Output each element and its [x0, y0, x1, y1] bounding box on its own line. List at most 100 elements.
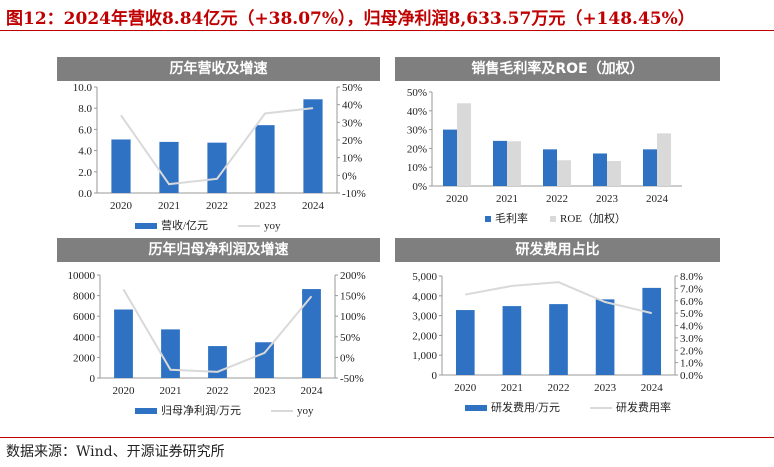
bar-归母净利润/万元-2020 — [114, 309, 133, 378]
legend-label: ROE（加权） — [560, 212, 626, 225]
legend-swatch — [135, 223, 157, 229]
x-tick-label: 2020 — [113, 385, 136, 397]
right-tick-label: 1.0% — [680, 358, 703, 370]
left-tick-label: 8.0 — [78, 103, 92, 115]
bar-ROE（加权）-2021 — [507, 141, 521, 186]
left-tick-label: 2,000 — [412, 330, 437, 342]
bar-营收/亿元-2021 — [159, 141, 179, 193]
right-tick-label: 0% — [342, 170, 357, 182]
legend-label: 归母净利润/万元 — [161, 403, 241, 417]
footer-divider — [0, 437, 774, 438]
bar-ROE（加权）-2022 — [557, 160, 571, 186]
bar-营收/亿元-2023 — [255, 125, 275, 193]
x-tick-label: 2021 — [158, 200, 180, 212]
right-tick-label: 2.0% — [680, 345, 703, 357]
x-tick-label: 2021 — [501, 382, 523, 394]
right-tick-label: 7.0% — [680, 283, 703, 295]
x-tick-label: 2024 — [641, 382, 664, 394]
bar-营收/亿元-2024 — [303, 99, 323, 193]
left-tick-label: 0 — [432, 370, 438, 382]
x-tick-label: 2022 — [206, 200, 228, 212]
x-tick-label: 2023 — [596, 193, 619, 205]
left-tick-label: 1,000 — [412, 350, 437, 362]
x-tick-label: 2023 — [594, 382, 617, 394]
left-tick-label: 10% — [407, 162, 427, 174]
legend-swatch — [550, 216, 556, 222]
right-tick-label: 40% — [342, 100, 362, 112]
bar-研发费用/万元-2020 — [455, 310, 475, 375]
right-tick-label: 3.0% — [680, 333, 703, 345]
net-profit-chart: 0 2000 4000 6000 8000 10000 -50% 0% 50% 100% 150% 2… — [68, 270, 366, 417]
right-tick-label: 0% — [340, 352, 355, 364]
chart-3-header: 历年归母净利润及增速 — [57, 238, 380, 262]
bar-毛利率-2023 — [593, 153, 607, 186]
x-tick-label: 2022 — [546, 193, 568, 205]
bar-归母净利润/万元-2021 — [161, 329, 180, 378]
bar-归母净利润/万元-2022 — [208, 346, 227, 378]
x-tick-label: 2024 — [302, 200, 325, 212]
right-tick-label: 4.0% — [680, 321, 703, 333]
left-tick-label: 6000 — [73, 311, 96, 323]
right-tick-label: 50% — [340, 332, 360, 344]
right-tick-label: 30% — [342, 117, 362, 129]
legend-label: 研发费用率 — [616, 400, 671, 414]
right-tick-label: 200% — [340, 270, 366, 282]
legend-label: yoy — [297, 405, 314, 417]
chart-2-header: 销售毛利率及ROE（加权） — [395, 57, 720, 81]
bar-毛利率-2020 — [443, 129, 457, 186]
x-tick-label: 2022 — [548, 382, 570, 394]
chart-1-header: 历年营收及增速 — [57, 57, 380, 81]
x-tick-label: 2024 — [301, 385, 324, 397]
figure-title: 图12：2024年营收8.84亿元（+38.07%），归母净利润8,633.57… — [6, 9, 695, 29]
bar-毛利率-2024 — [643, 149, 657, 186]
legend-label: 毛利率 — [495, 211, 528, 225]
bar-ROE（加权）-2020 — [457, 103, 471, 186]
x-tick-label: 2023 — [254, 200, 277, 212]
legend-label: 营收/亿元 — [161, 218, 208, 232]
right-tick-label: 50% — [342, 82, 362, 94]
bar-归母净利润/万元-2023 — [255, 342, 274, 378]
left-tick-label: 40% — [407, 106, 427, 118]
x-tick-label: 2020 — [110, 200, 133, 212]
x-tick-label: 2020 — [446, 193, 469, 205]
chart-4-header: 研发费用占比 — [395, 238, 720, 262]
right-tick-label: 6.0% — [680, 296, 703, 308]
margin-roe-chart: 0% 10% 20% 30% 40% 50% 2020 2021 2022 2023 2024 毛利率… — [407, 87, 682, 225]
right-tick-label: -10% — [342, 188, 366, 200]
legend-label: yoy — [264, 220, 281, 232]
rd-expense-chart: 0 1,000 2,000 3,000 4,000 5,000 0.0%1.0%2.0%3.… — [412, 271, 703, 414]
right-tick-label: 0.0% — [680, 370, 703, 382]
legend-swatch — [465, 405, 487, 411]
bar-ROE（加权）-2023 — [607, 160, 621, 186]
right-tick-label: 20% — [342, 135, 362, 147]
left-tick-label: 5,000 — [412, 271, 437, 283]
left-tick-label: 0 — [90, 373, 96, 385]
left-tick-label: 0.0 — [78, 188, 92, 200]
x-tick-label: 2022 — [207, 385, 229, 397]
title-divider — [0, 30, 774, 31]
left-tick-label: 4.0 — [78, 146, 92, 158]
bar-研发费用/万元-2022 — [549, 304, 568, 375]
x-tick-label: 2021 — [496, 193, 518, 205]
left-tick-label: 0% — [412, 181, 427, 193]
x-tick-label: 2020 — [454, 382, 477, 394]
left-tick-label: 4,000 — [412, 291, 437, 303]
bar-归母净利润/万元-2024 — [302, 289, 321, 378]
left-tick-label: 10000 — [68, 270, 96, 282]
right-tick-label: 150% — [340, 291, 366, 303]
bar-毛利率-2021 — [493, 140, 507, 186]
left-tick-label: 50% — [407, 87, 427, 99]
right-tick-label: 5.0% — [680, 308, 703, 320]
right-tick-label: 10% — [342, 153, 362, 165]
left-tick-label: 10.0 — [73, 82, 93, 94]
legend-swatch — [485, 216, 491, 222]
right-tick-label: 100% — [340, 311, 366, 323]
revenue-chart: 0.0 2.0 4.0 6.0 8.0 10.0 -10% 0% 10% 20% 30% 40% 50%… — [73, 82, 366, 232]
bar-研发费用/万元-2023 — [595, 299, 615, 375]
source-note: 数据来源：Wind、开源证券研究所 — [6, 444, 225, 460]
bar-研发费用/万元-2024 — [642, 287, 662, 375]
left-tick-label: 2.0 — [78, 167, 92, 179]
left-tick-label: 30% — [407, 125, 427, 137]
bar-研发费用/万元-2021 — [502, 306, 522, 375]
left-tick-label: 2000 — [73, 352, 96, 364]
